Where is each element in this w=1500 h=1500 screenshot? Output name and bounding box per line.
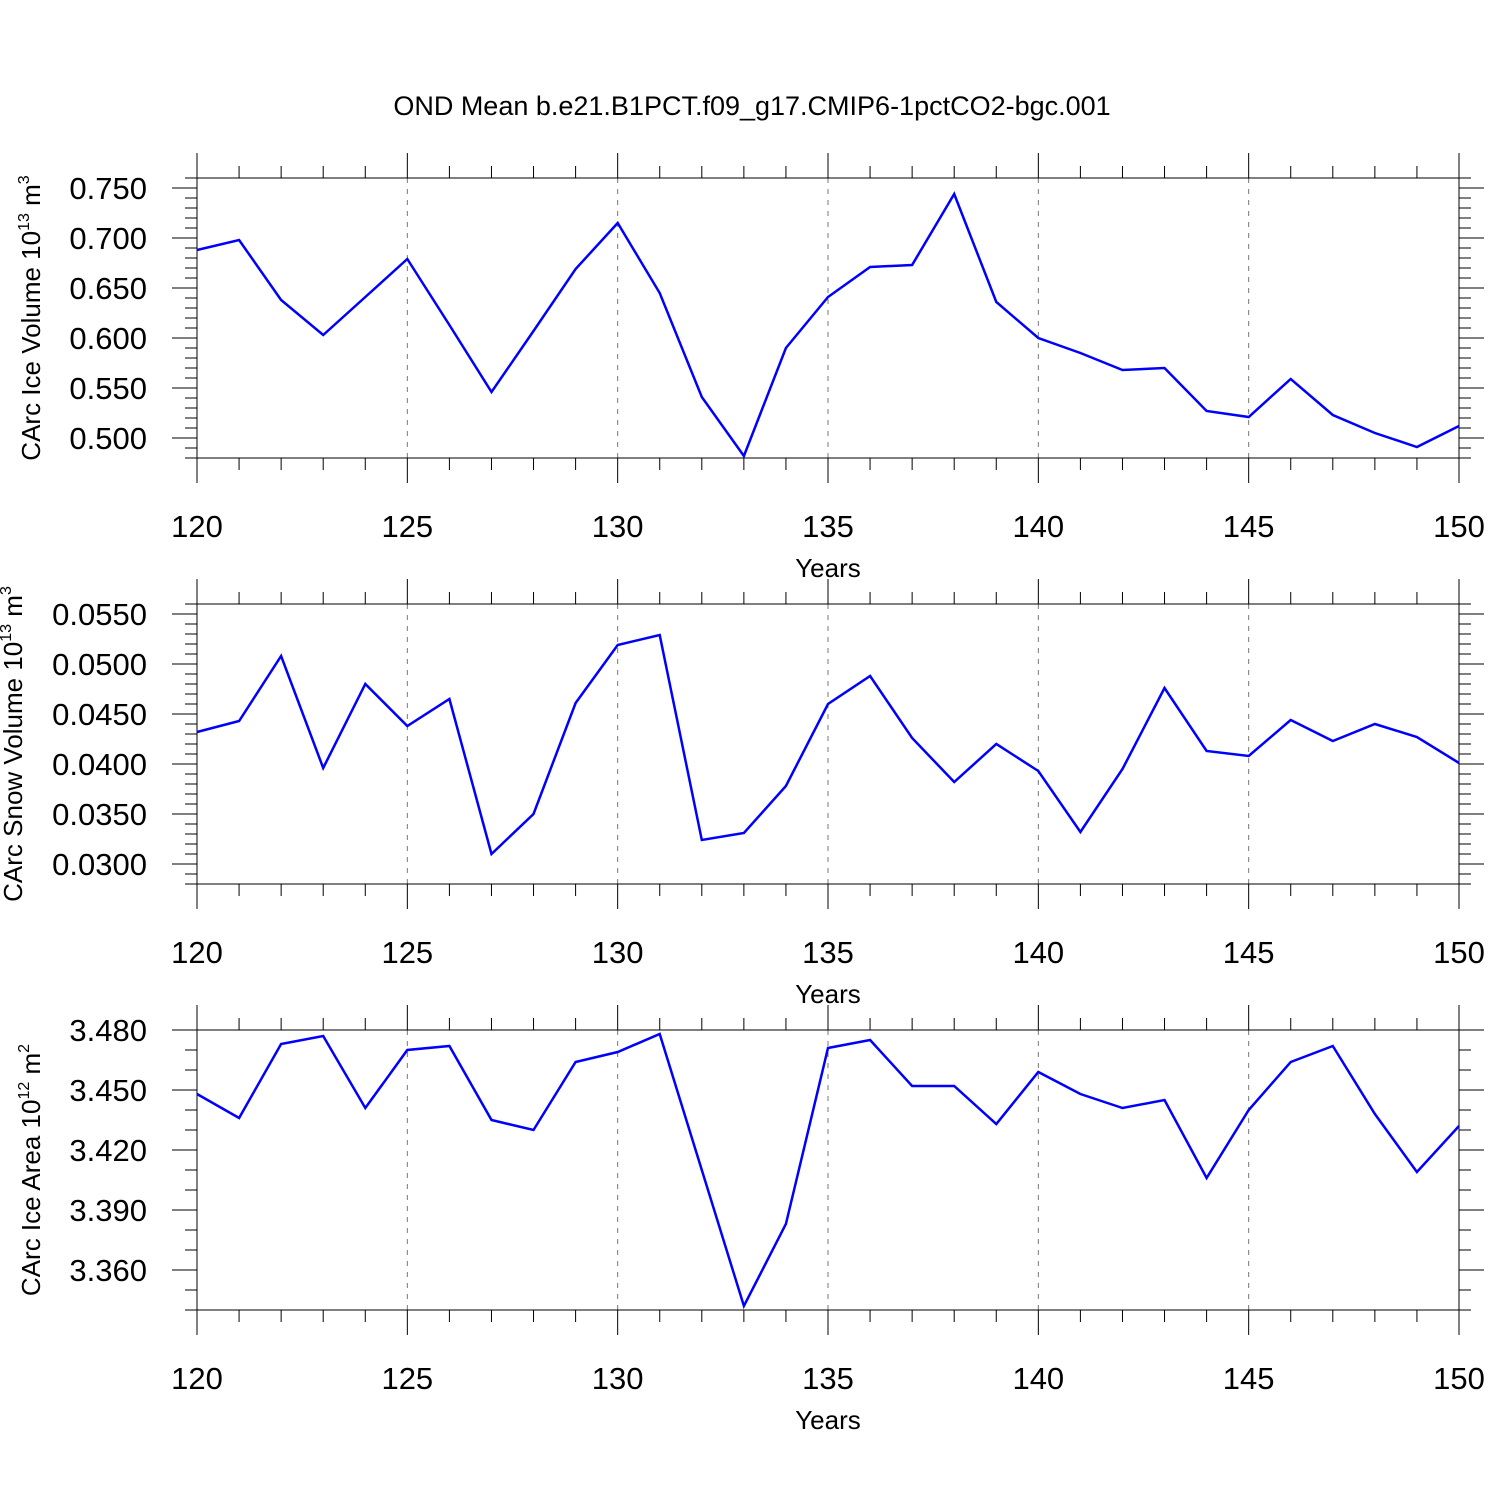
y-tick-label: 0.0550 [52, 597, 147, 632]
y-tick-label: 0.750 [69, 171, 147, 206]
plot-frame-2 [196, 603, 1460, 885]
y-axis-label-exponent: 12 [16, 1082, 33, 1100]
x-tick-label: 130 [592, 509, 644, 544]
x-tick-label: 150 [1433, 509, 1485, 544]
y-tick-label: 3.360 [69, 1253, 147, 1288]
y-tick-label: 0.0500 [52, 647, 147, 682]
y-axis-label-text: CArc Ice Area 10 [16, 1100, 46, 1297]
y-axis-label-unit: m [0, 595, 28, 624]
y-tick-label: 0.0450 [52, 697, 147, 732]
x-tick-label: 140 [1012, 935, 1064, 970]
y-tick-label: 0.650 [69, 271, 147, 306]
x-tick-label: 140 [1012, 509, 1064, 544]
series-line-1 [196, 191, 1460, 459]
x-axis-label: Years [795, 979, 861, 1009]
y-axis-label: CArc Ice Volume 1013 m3 [16, 175, 46, 460]
y-axis-label-unit: m [16, 1053, 46, 1082]
x-tick-label: 135 [802, 935, 854, 970]
x-tick-label: 140 [1012, 1361, 1064, 1396]
plot-frame-3 [196, 1029, 1460, 1311]
y-axis-label-unit-exponent: 2 [16, 1044, 33, 1053]
x-tick-label: 135 [802, 1361, 854, 1396]
y-axis-label-exponent: 13 [16, 213, 33, 231]
y-tick-label: 0.0300 [52, 847, 147, 882]
chart-panel-3: 3.360 3.390 3.420 3.450 3.480 120 125 130 135 140… [16, 1005, 1485, 1435]
y-axis-label-text: CArc Ice Volume 10 [16, 231, 46, 461]
y-tick-label: 0.0400 [52, 747, 147, 782]
x-tick-label: 125 [381, 1361, 433, 1396]
y-tick-label: 3.480 [69, 1013, 147, 1048]
figure-title: OND Mean b.e21.B1PCT.f09_g17.CMIP6-1pctC… [393, 91, 1110, 121]
x-tick-label: 145 [1223, 935, 1275, 970]
chart-panel-1: 0.500 0.550 0.600 0.650 0.700 0.750 120 125 130 1… [16, 153, 1485, 583]
y-axis-label: CArc Ice Area 1012 m2 [16, 1044, 46, 1296]
x-tick-label: 125 [381, 509, 433, 544]
y-tick-label: 0.500 [69, 421, 147, 456]
x-tick-label: 150 [1433, 935, 1485, 970]
x-tick-label: 135 [802, 509, 854, 544]
chart-panel-2: 0.0300 0.0350 0.0400 0.0450 0.0500 0.0550 120 1… [0, 579, 1485, 1009]
y-axis-label: CArc Snow Volume 1013 m3 [0, 586, 28, 902]
x-axis-label: Years [795, 1405, 861, 1435]
x-tick-label: 145 [1223, 509, 1275, 544]
x-tick-label: 120 [171, 935, 223, 970]
y-tick-label: 0.600 [69, 321, 147, 356]
y-tick-label: 3.420 [69, 1133, 147, 1168]
y-tick-label: 3.390 [69, 1193, 147, 1228]
plot-frame-1 [196, 177, 1460, 459]
panels: 0.500 0.550 0.600 0.650 0.700 0.750 120 125 130 1… [0, 153, 1485, 1435]
y-tick-label: 0.0350 [52, 797, 147, 832]
series-line-2 [196, 633, 1460, 857]
y-axis-label-unit-exponent: 3 [0, 586, 15, 595]
x-tick-label: 120 [171, 509, 223, 544]
x-tick-label: 125 [381, 935, 433, 970]
x-tick-label: 120 [171, 1361, 223, 1396]
y-axis-label-unit-exponent: 3 [16, 175, 33, 184]
y-axis-label-unit: m [16, 184, 46, 213]
x-tick-label: 150 [1433, 1361, 1485, 1396]
series-line-3 [196, 1032, 1460, 1310]
y-axis-label-exponent: 13 [0, 624, 15, 642]
y-tick-label: 3.450 [69, 1073, 147, 1108]
x-tick-label: 145 [1223, 1361, 1275, 1396]
y-tick-label: 0.700 [69, 221, 147, 256]
y-tick-label: 0.550 [69, 371, 147, 406]
x-tick-label: 130 [592, 935, 644, 970]
x-axis-label: Years [795, 553, 861, 583]
y-axis-label-text: CArc Snow Volume 10 [0, 642, 28, 902]
x-tick-label: 130 [592, 1361, 644, 1396]
